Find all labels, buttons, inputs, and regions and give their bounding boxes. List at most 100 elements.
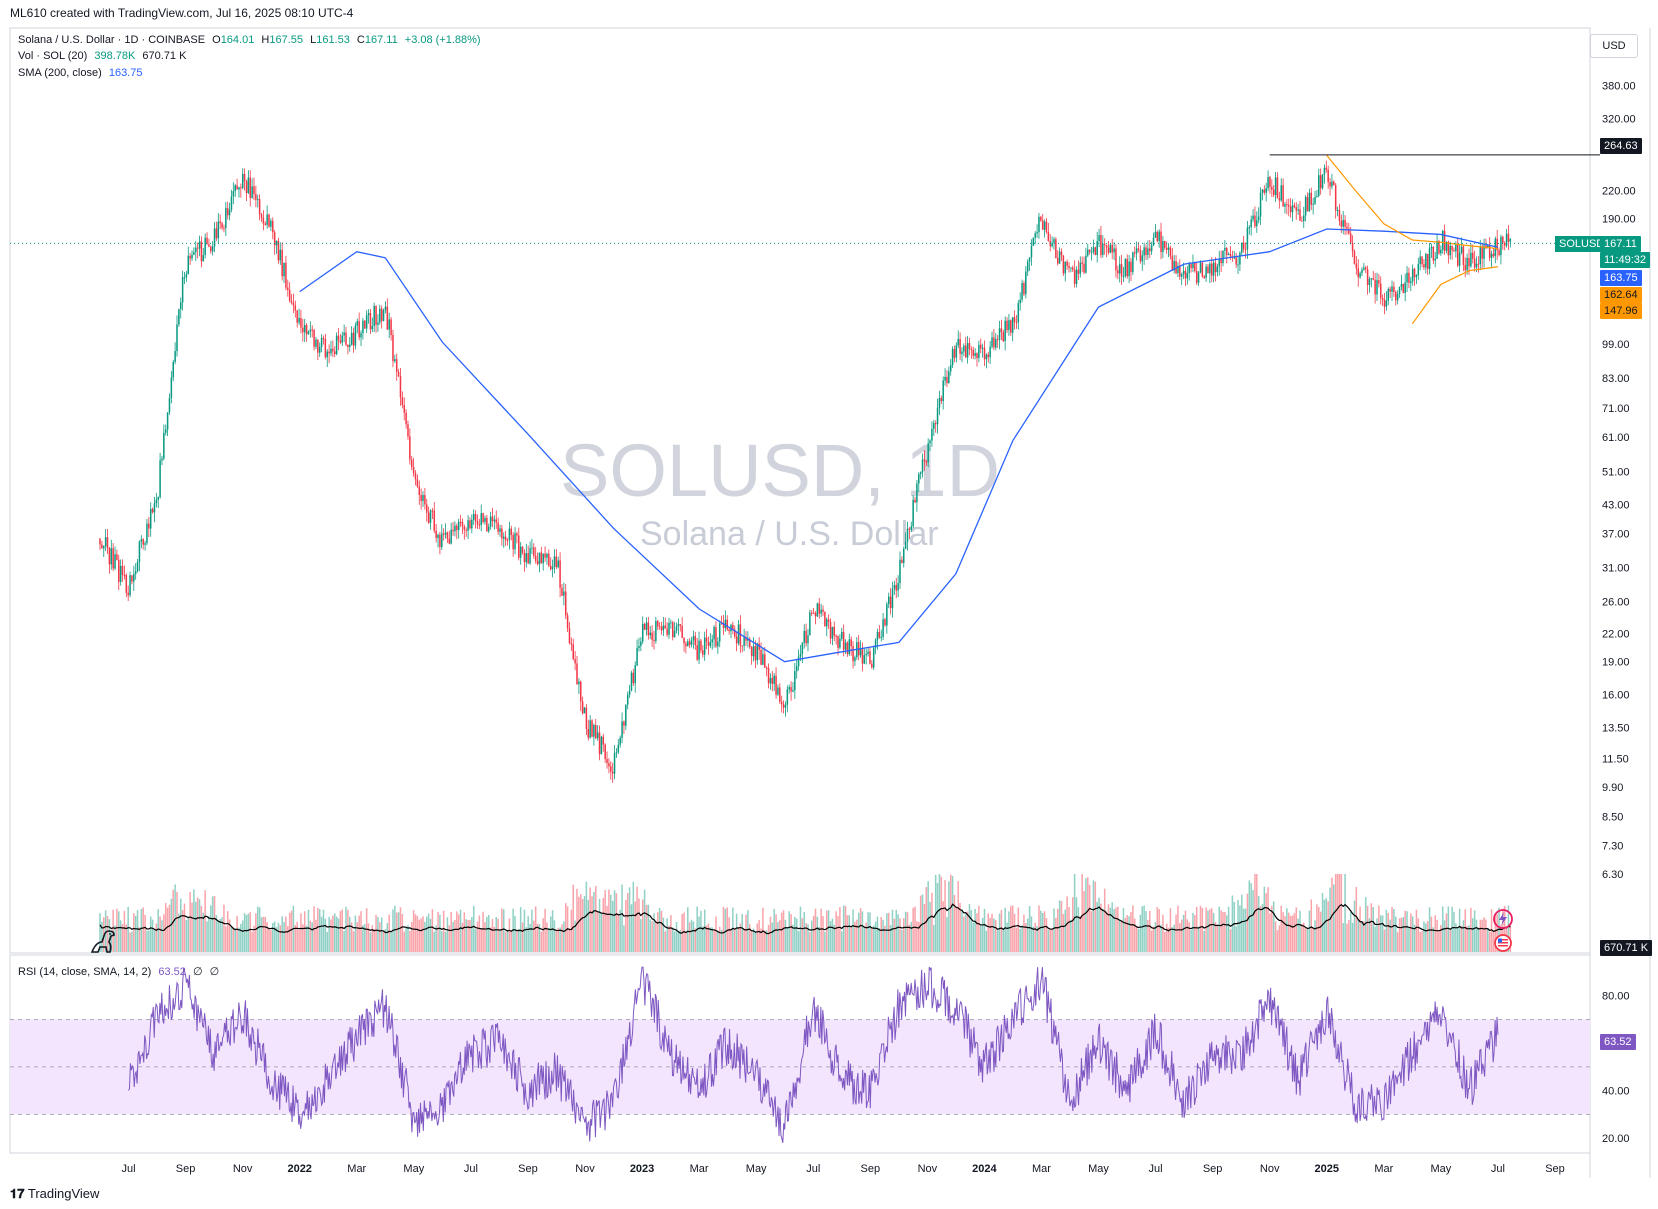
volume-bar <box>149 916 152 952</box>
volume-bar <box>256 906 259 952</box>
candle-body <box>463 526 466 530</box>
candle <box>998 320 1001 350</box>
candle-body <box>1351 242 1354 252</box>
candle <box>690 636 693 648</box>
volume-bar <box>871 928 873 952</box>
volume-bar <box>534 906 537 952</box>
candle-body <box>1126 259 1128 277</box>
candle-body <box>446 532 449 539</box>
candle <box>148 517 150 538</box>
candle <box>1282 178 1284 207</box>
candle-body <box>610 766 612 772</box>
candle <box>833 621 836 642</box>
candle-body <box>328 351 330 354</box>
candle-body <box>1421 256 1423 265</box>
volume-bar <box>1056 908 1059 952</box>
candle-body <box>638 646 640 648</box>
candle <box>1286 199 1288 215</box>
candle-body <box>788 687 790 690</box>
candle <box>551 559 554 578</box>
candle-body <box>1103 243 1106 246</box>
candle-body <box>1507 233 1510 242</box>
volume-bar <box>414 914 417 952</box>
volume-bar <box>1252 890 1254 952</box>
candle <box>1449 241 1451 260</box>
candle-body <box>1239 252 1241 265</box>
price-pane-border <box>9 27 1591 954</box>
time-axis-tick: Nov <box>1260 1163 1280 1175</box>
candle-body <box>1083 263 1085 273</box>
volume-bar <box>164 903 167 952</box>
candle-body <box>1297 209 1299 211</box>
candle-body <box>358 321 360 338</box>
candle <box>1197 271 1200 286</box>
candle-body <box>1041 220 1044 230</box>
candle <box>641 616 644 645</box>
candle-body <box>454 525 456 532</box>
candle <box>279 242 282 265</box>
candle-body <box>382 310 385 321</box>
candle-body <box>309 329 312 332</box>
time-axis-tick: 2023 <box>630 1163 654 1175</box>
candle-body <box>1218 258 1221 267</box>
candle <box>681 617 683 639</box>
ohlc-close: C167.11 <box>356 34 398 46</box>
candle-body <box>728 629 730 632</box>
candle-body <box>732 624 734 630</box>
rsi-label: RSI (14, close, SMA, 14, 2) <box>18 966 152 978</box>
time-axis-tick: Sep <box>861 1163 881 1175</box>
candle <box>764 646 766 668</box>
volume-bar <box>399 907 402 952</box>
candle-body <box>996 339 999 341</box>
candle-body <box>407 424 409 437</box>
volume-bar <box>628 887 631 952</box>
volume-bar <box>1032 926 1035 952</box>
candle-body <box>1145 247 1147 255</box>
candle-body <box>127 592 129 596</box>
volume-bar <box>581 899 584 952</box>
candle-body <box>1043 221 1046 230</box>
price-axis-tick: 61.00 <box>1602 432 1630 444</box>
candle-body <box>985 354 988 360</box>
candle <box>779 683 781 704</box>
candle <box>1342 210 1344 235</box>
candle <box>288 282 291 303</box>
candle <box>1368 276 1371 293</box>
candle <box>1284 201 1286 214</box>
tradingview-logo[interactable]: 𝟏𝟕 TradingView <box>10 1186 99 1202</box>
candle <box>948 366 950 384</box>
candle <box>403 397 405 421</box>
candle-body <box>1094 247 1097 256</box>
volume-bar <box>692 921 695 952</box>
volume-ma-line <box>99 903 1511 935</box>
candle <box>1269 175 1271 194</box>
volume-bar <box>1430 916 1433 952</box>
candle-body <box>662 625 665 631</box>
volume-bar <box>1004 907 1006 952</box>
candle-body <box>1072 267 1074 270</box>
us-flag-event-icon[interactable] <box>1490 933 1516 953</box>
candle-body <box>499 528 501 532</box>
candle <box>615 748 618 758</box>
candle-body <box>1102 243 1104 255</box>
volume-bar <box>1132 905 1134 952</box>
candle <box>743 628 745 652</box>
volume-bar <box>752 928 755 952</box>
volume-bar <box>717 931 719 952</box>
lightning-event-icon[interactable] <box>1490 908 1516 930</box>
volume-bar <box>902 918 905 952</box>
volume-bar <box>1434 915 1436 952</box>
watermark-symbol: SOLUSD, 1D <box>560 429 1001 512</box>
currency-button[interactable]: USD <box>1590 34 1638 58</box>
candle <box>884 617 886 627</box>
candle <box>673 621 676 638</box>
candle <box>1079 256 1082 278</box>
candle-body <box>1417 264 1420 276</box>
candle <box>1032 237 1035 247</box>
volume-bar <box>655 922 657 952</box>
volume-bar <box>456 911 458 952</box>
volume-bar <box>125 924 128 952</box>
candle-body <box>318 346 321 353</box>
volume-bar <box>1002 928 1005 952</box>
